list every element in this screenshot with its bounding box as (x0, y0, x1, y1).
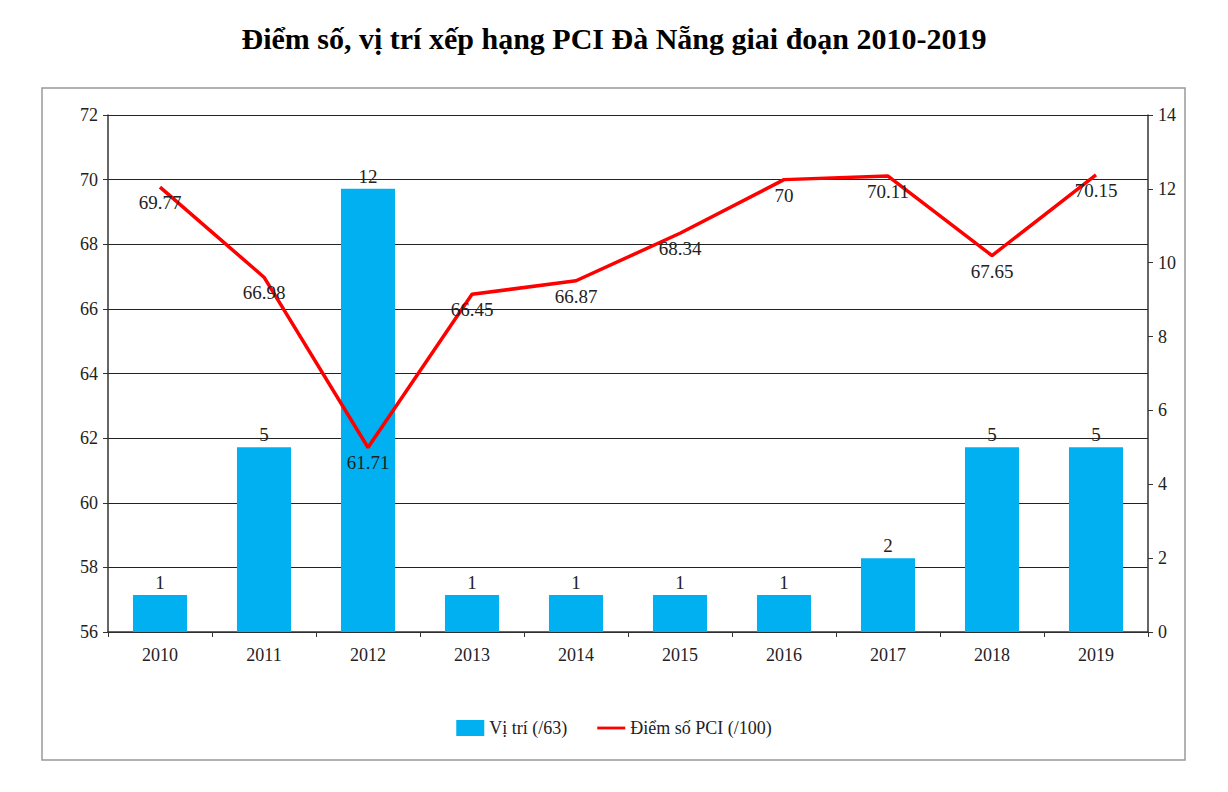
svg-text:68.34: 68.34 (659, 238, 702, 259)
svg-text:67.65: 67.65 (971, 261, 1014, 282)
svg-text:66: 66 (80, 299, 98, 319)
svg-text:61.71: 61.71 (347, 452, 390, 473)
svg-text:1: 1 (467, 572, 477, 593)
svg-text:2010: 2010 (142, 645, 178, 665)
svg-text:68: 68 (80, 234, 98, 254)
svg-text:5: 5 (1091, 424, 1101, 445)
svg-text:2: 2 (883, 535, 893, 556)
svg-text:0: 0 (1158, 622, 1167, 642)
svg-text:2: 2 (1158, 548, 1167, 568)
svg-text:2016: 2016 (766, 645, 802, 665)
svg-text:2012: 2012 (350, 645, 386, 665)
svg-text:2014: 2014 (558, 645, 594, 665)
svg-text:69.77: 69.77 (139, 192, 182, 213)
svg-text:2018: 2018 (974, 645, 1010, 665)
svg-text:62: 62 (80, 428, 98, 448)
svg-text:70: 70 (775, 185, 794, 206)
svg-text:2015: 2015 (662, 645, 698, 665)
svg-text:12: 12 (359, 166, 378, 187)
svg-text:2017: 2017 (870, 645, 906, 665)
svg-text:70.15: 70.15 (1075, 180, 1118, 201)
svg-text:64: 64 (80, 364, 98, 384)
svg-text:2019: 2019 (1078, 645, 1114, 665)
svg-text:14: 14 (1158, 105, 1176, 125)
svg-text:8: 8 (1158, 327, 1167, 347)
svg-text:60: 60 (80, 493, 98, 513)
svg-text:2011: 2011 (246, 645, 281, 665)
svg-text:66.98: 66.98 (243, 282, 286, 303)
svg-text:2013: 2013 (454, 645, 490, 665)
svg-text:70: 70 (80, 170, 98, 190)
svg-text:Vị trí (/63): Vị trí (/63) (489, 718, 567, 739)
svg-text:1: 1 (155, 572, 165, 593)
svg-text:5: 5 (987, 424, 997, 445)
svg-text:66.45: 66.45 (451, 299, 494, 320)
svg-text:Điểm số PCI (/100): Điểm số PCI (/100) (630, 718, 772, 739)
svg-text:6: 6 (1158, 400, 1167, 420)
svg-text:56: 56 (80, 622, 98, 642)
svg-text:58: 58 (80, 557, 98, 577)
svg-text:10: 10 (1158, 253, 1176, 273)
svg-text:12: 12 (1158, 179, 1176, 199)
svg-text:1: 1 (675, 572, 685, 593)
svg-text:66.87: 66.87 (555, 286, 598, 307)
svg-text:72: 72 (80, 105, 98, 125)
svg-text:Điểm số, vị trí xếp hạng PCI Đ: Điểm số, vị trí xếp hạng PCI Đà Nẵng gia… (241, 22, 986, 55)
svg-text:70.11: 70.11 (867, 181, 909, 202)
svg-text:1: 1 (571, 572, 581, 593)
svg-text:5: 5 (259, 424, 269, 445)
svg-text:4: 4 (1158, 474, 1167, 494)
svg-text:1: 1 (779, 572, 789, 593)
